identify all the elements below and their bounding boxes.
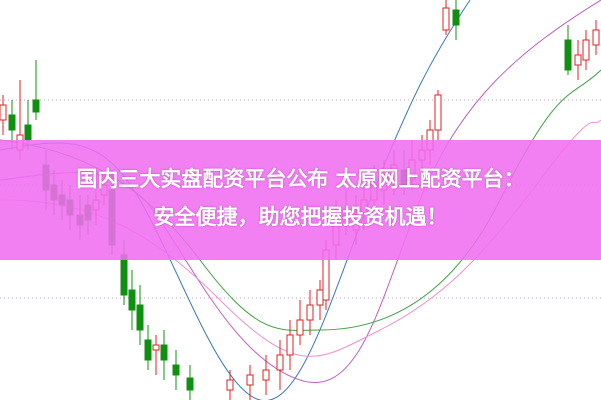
candle-body [160, 344, 168, 361]
candle-body [592, 29, 600, 46]
candle-body [120, 254, 128, 296]
candle-body [8, 114, 16, 131]
headline-line-1: 国内三大实盘配资平台公布 太原网上配资平台： [76, 167, 525, 191]
candle-body [172, 364, 180, 376]
candle-body [286, 334, 294, 356]
headline-line-2: 安全便捷，助您把握投资机遇！ [153, 205, 448, 229]
candle-body [434, 94, 442, 131]
candle-body [144, 339, 152, 361]
candle-body [136, 304, 144, 331]
candle-body [574, 54, 582, 66]
candle-body [296, 319, 304, 336]
headline-banner [0, 140, 601, 260]
headline-text: 国内三大实盘配资平台公布 太原网上配资平台： 安全便捷，助您把握投资机遇！ [0, 160, 601, 236]
candle-body [246, 374, 254, 386]
candle-body [582, 39, 590, 61]
candle-body [442, 7, 450, 31]
candle-body [24, 124, 32, 141]
candle-body [128, 289, 136, 311]
candle-body [564, 39, 572, 71]
candle-body [186, 377, 194, 391]
candle-body [262, 369, 270, 381]
candle-body [0, 104, 7, 121]
candle-body [306, 304, 314, 321]
candle-body [276, 354, 284, 371]
candle-body [152, 344, 160, 351]
candle-body [32, 99, 40, 113]
candle-body [316, 289, 324, 306]
candle-body [226, 379, 234, 391]
candle-body [452, 9, 460, 26]
